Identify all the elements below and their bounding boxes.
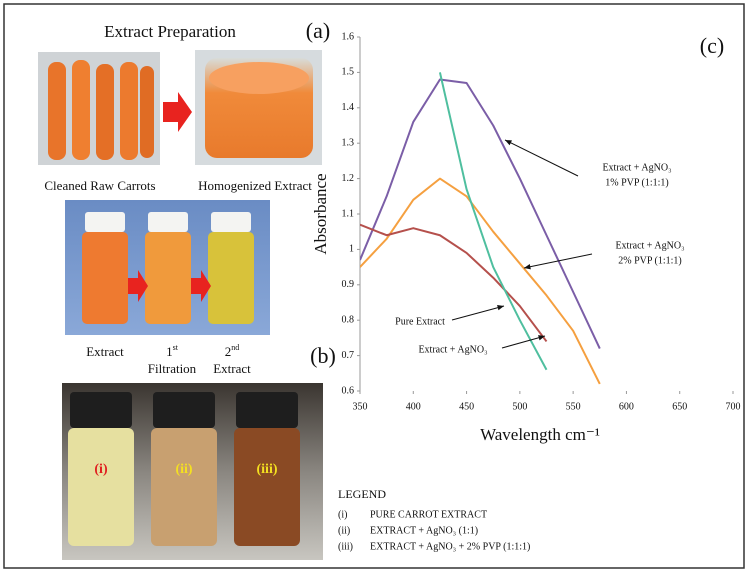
y-tick-label: 1.3	[342, 137, 355, 148]
legend-key: (iii)	[338, 541, 353, 552]
y-tick-label: 0.6	[342, 385, 355, 396]
y-tick-label: 1	[349, 244, 354, 255]
x-tick-label: 350	[353, 401, 368, 412]
legend-key: (i)	[338, 509, 347, 520]
caption: Cleaned Raw Carrots	[44, 178, 155, 193]
annotation-arrow	[452, 306, 504, 320]
series-line	[440, 72, 547, 369]
y-tick-label: 1.2	[342, 173, 355, 184]
annotation: Extract + AgNO₃	[602, 162, 671, 173]
y-tick-label: 0.8	[342, 314, 355, 325]
x-tick-label: 700	[726, 401, 741, 412]
annotation: Extract + AgNO₃	[615, 240, 684, 251]
arrow	[163, 92, 192, 132]
bottle-label: (i)	[94, 462, 108, 477]
caption-sup: st	[173, 343, 179, 352]
annotation: Extract + AgNO₃	[418, 344, 487, 355]
x-tick-label: 450	[459, 401, 474, 412]
x-tick-label: 600	[619, 401, 634, 412]
caption: 2nd	[225, 343, 240, 359]
caption: 1st	[166, 343, 179, 359]
x-axis-label: Wavelength cm⁻¹	[480, 425, 600, 444]
caption: Extract	[86, 344, 124, 359]
y-tick-label: 1.5	[342, 67, 355, 78]
y-tick-label: 0.7	[342, 350, 355, 361]
y-tick-label: 1.4	[342, 102, 355, 113]
y-tick-label: 0.9	[342, 279, 355, 290]
y-axis-label: Absorbance	[311, 173, 330, 254]
panel-label: (b)	[310, 343, 336, 368]
x-tick-label: 650	[672, 401, 687, 412]
caption: Filtration	[148, 361, 197, 376]
panel-label: (a)	[306, 18, 330, 43]
figure: Extract Preparation (a) Cleaned Raw Carr…	[0, 0, 748, 572]
legend-title: LEGEND	[338, 487, 386, 501]
legend-text: EXTRACT + AgNO₃ + 2% PVP (1:1:1)	[370, 541, 530, 552]
carrot-photo	[38, 52, 160, 165]
bottle-label: (ii)	[175, 462, 192, 477]
vials-photo	[65, 200, 270, 335]
caption: Extract	[213, 361, 251, 376]
annotation-arrow	[524, 254, 592, 268]
legend-text: PURE CARROT EXTRACT	[370, 509, 487, 520]
x-tick-label: 500	[512, 401, 527, 412]
panel-title: Extract Preparation	[104, 22, 236, 41]
legend-key: (ii)	[338, 525, 350, 536]
y-tick-label: 1.6	[342, 31, 355, 42]
annotation-arrow	[502, 336, 545, 348]
jar-photo	[195, 50, 322, 165]
annotation: 2% PVP (1:1:1)	[618, 255, 682, 266]
annotation: Pure Extract	[395, 316, 445, 327]
legend-text: EXTRACT + AgNO₃ (1:1)	[370, 525, 478, 536]
chart-title: (c)	[700, 33, 724, 58]
caption-sup: nd	[231, 343, 239, 352]
x-tick-label: 550	[566, 401, 581, 412]
series-line	[360, 225, 547, 342]
caption: Homogenized Extract	[198, 178, 312, 193]
y-tick-label: 1.1	[342, 208, 355, 219]
bottle-label: (iii)	[257, 462, 278, 477]
x-tick-label: 400	[406, 401, 421, 412]
annotation: 1% PVP (1:1:1)	[605, 177, 669, 188]
